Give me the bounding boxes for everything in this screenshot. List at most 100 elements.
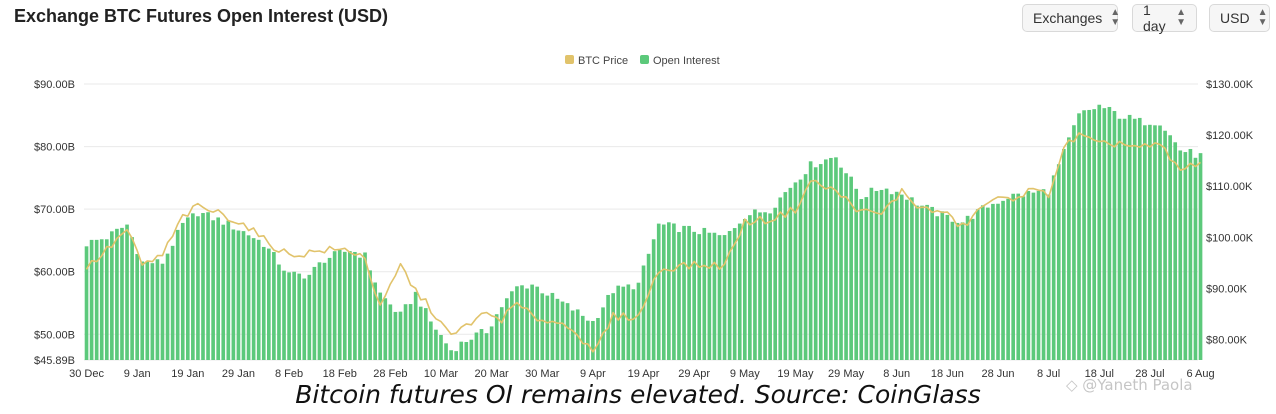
open-interest-bar: [469, 339, 474, 360]
open-interest-bar: [221, 224, 226, 360]
open-interest-bar: [1173, 142, 1178, 360]
open-interest-bar: [889, 194, 894, 360]
x-tick-label: 6 Aug: [1186, 368, 1214, 380]
open-interest-bar: [191, 213, 195, 360]
open-interest-bar: [839, 167, 843, 360]
open-interest-bar: [1067, 137, 1071, 360]
y-left-tick-label: $60.00B: [34, 267, 75, 279]
open-interest-bar: [211, 220, 215, 360]
open-interest-bar: [955, 222, 960, 360]
open-interest-bar: [965, 215, 970, 360]
open-interest-bar: [413, 291, 418, 360]
open-interest-bar: [697, 234, 702, 360]
open-interest-bar: [570, 310, 575, 360]
y-right-tick-label: $90.00K: [1206, 283, 1248, 295]
open-interest-bar: [859, 199, 864, 360]
open-interest-bar: [185, 217, 190, 360]
x-tick-label: 9 Jan: [124, 368, 151, 380]
legend-swatch-btc-price: [565, 55, 574, 64]
open-interest-bar: [915, 205, 919, 360]
open-interest-bars: [84, 104, 1203, 361]
open-interest-bar: [1112, 111, 1117, 360]
open-interest-bar: [980, 205, 985, 360]
open-interest-bar: [540, 293, 545, 360]
open-interest-bar: [748, 215, 752, 360]
open-interest-bar: [368, 270, 372, 360]
open-interest-bar: [282, 270, 286, 360]
open-interest-bar: [768, 213, 772, 360]
exchanges-dropdown[interactable]: Exchanges ▲ ▼: [1022, 4, 1120, 32]
x-tick-label: 18 Jul: [1085, 368, 1114, 380]
open-interest-bar: [712, 232, 717, 360]
x-tick-label: 10 Mar: [424, 368, 459, 380]
open-interest-bar: [1188, 148, 1193, 360]
open-interest-bar: [636, 282, 641, 360]
open-interest-bar: [940, 211, 945, 360]
open-interest-bar: [251, 238, 256, 360]
open-interest-bar: [84, 246, 89, 360]
y-right-tick-label: $100.00K: [1206, 232, 1254, 244]
open-interest-bar: [803, 174, 808, 360]
open-interest-bar: [388, 304, 393, 360]
open-interest-bar: [206, 212, 210, 360]
x-tick-label: 9 Apr: [580, 368, 606, 380]
open-interest-bar: [1193, 157, 1198, 360]
open-interest-bar: [459, 341, 464, 360]
open-interest-bar: [358, 257, 362, 360]
open-interest-bar: [201, 213, 205, 360]
open-interest-bar: [115, 228, 119, 360]
interval-dropdown[interactable]: 1 day ▲ ▼: [1132, 2, 1197, 34]
open-interest-bar: [287, 272, 291, 360]
x-tick-label: 29 May: [828, 368, 865, 380]
open-interest-bar: [778, 197, 783, 360]
open-interest-bar: [1041, 189, 1046, 360]
open-interest-bar: [1031, 192, 1036, 360]
open-interest-bar: [621, 286, 626, 360]
axes: $45.89B $50.00B $60.00B $70.00B $80.00B $90.0…: [34, 79, 1254, 380]
exchanges-dropdown-label: Exchanges: [1033, 10, 1103, 26]
open-interest-bar: [1021, 196, 1026, 360]
open-interest-bar: [692, 231, 696, 360]
open-interest-bar: [646, 253, 651, 360]
y-right-tick-label: $80.00K: [1206, 335, 1248, 347]
currency-dropdown[interactable]: USD ▲ ▼: [1209, 4, 1270, 32]
open-interest-bar: [408, 304, 413, 360]
y-left-tick-label: $90.00B: [34, 79, 75, 91]
open-interest-bar: [910, 197, 914, 360]
open-interest-bar: [429, 321, 433, 360]
legend-swatch-open-interest: [640, 55, 649, 64]
open-interest-bar: [722, 235, 727, 360]
y-right-tick-label: $120.00K: [1206, 130, 1254, 142]
open-interest-bar: [120, 227, 124, 360]
open-interest-bar: [596, 317, 600, 360]
open-interest-bar: [520, 285, 524, 360]
open-interest-bar: [261, 246, 266, 360]
open-interest-bar: [580, 315, 585, 360]
y-right-tick-label: $110.00K: [1206, 181, 1253, 193]
x-tick-label: 8 Jun: [883, 368, 910, 380]
currency-dropdown-label: USD: [1220, 10, 1250, 26]
open-interest-bar: [753, 209, 757, 360]
open-interest-bar: [1158, 125, 1162, 361]
open-interest-bar: [155, 259, 160, 360]
open-interest-bar: [661, 224, 666, 360]
open-interest-bar: [849, 176, 853, 360]
open-interest-bar: [986, 207, 990, 360]
x-tick-label: 8 Feb: [275, 368, 303, 380]
open-interest-bar: [1097, 104, 1102, 361]
grid-lines: [84, 83, 1198, 361]
open-interest-bar: [737, 223, 742, 360]
open-interest-bar: [317, 262, 322, 360]
open-interest-bar: [403, 304, 408, 360]
open-interest-bar: [170, 245, 175, 360]
open-interest-bar: [444, 343, 448, 360]
open-interest-bar: [423, 308, 428, 360]
btc-price-line-layer: [85, 132, 1202, 353]
open-interest-bar: [363, 252, 367, 360]
open-interest-bar: [150, 263, 155, 360]
open-interest-bar: [449, 350, 453, 360]
open-interest-bar: [104, 239, 109, 360]
open-interest-bar: [110, 231, 114, 360]
open-interest-bar: [99, 239, 104, 360]
open-interest-bar: [241, 231, 246, 360]
